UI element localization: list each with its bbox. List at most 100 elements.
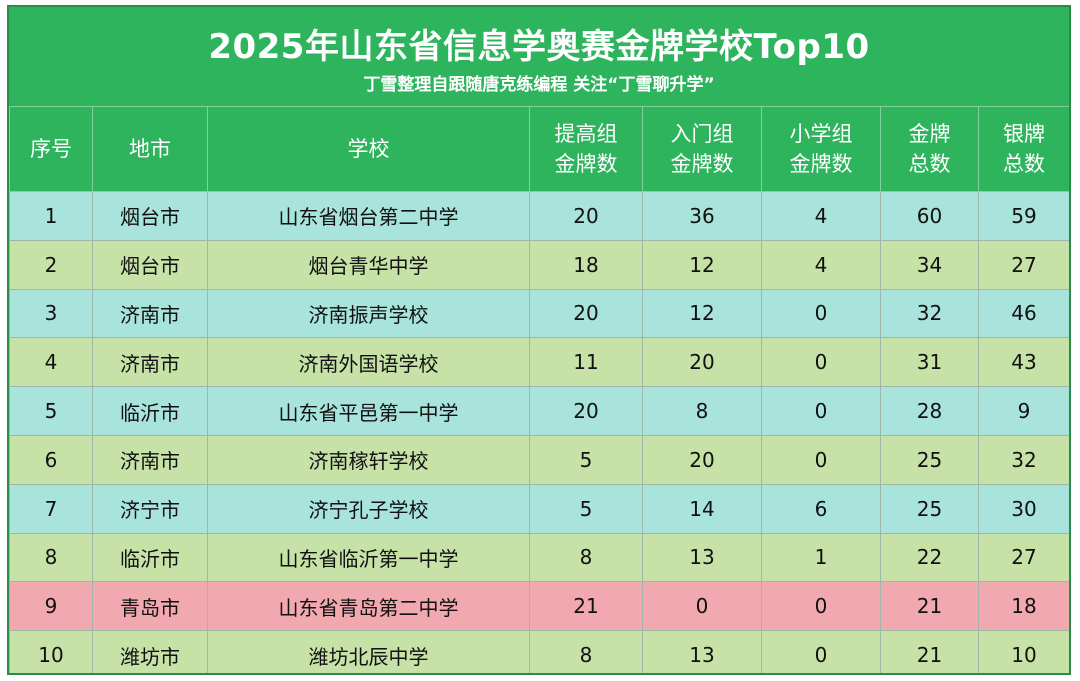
cell-school: 山东省临沂第一中学 (207, 532, 530, 583)
cell-junior-gold: 14 (642, 483, 762, 534)
cell-silver-total: 59 (978, 191, 1069, 241)
cell-primary-gold: 0 (761, 386, 881, 436)
cell-rank: 9 (9, 581, 93, 632)
cell-city: 临沂市 (92, 532, 208, 583)
cell-primary-gold: 4 (761, 191, 881, 241)
cell-senior-gold: 20 (529, 386, 643, 436)
col-header-school: 学校 (207, 106, 530, 192)
cell-silver-total: 10 (978, 630, 1069, 673)
cell-city: 烟台市 (92, 239, 208, 290)
col-header-city: 地市 (92, 106, 208, 192)
table-row: 1 烟台市 山东省烟台第二中学 20 36 4 60 59 (9, 191, 1069, 241)
col-header-rank: 序号 (9, 106, 93, 192)
cell-school: 济南振声学校 (207, 288, 530, 339)
cell-gold-total: 25 (880, 483, 979, 534)
table-header-row: 序号 地市 学校 提高组 金牌数 入门组 金牌数 小学组 金牌数 金牌 总数 银牌 总数 (9, 106, 1069, 192)
cell-city: 青岛市 (92, 581, 208, 632)
table-body: 1 烟台市 山东省烟台第二中学 20 36 4 60 59 2 烟台市 烟台青华中学 18 12 4 34 2… (9, 191, 1069, 673)
cell-senior-gold: 11 (529, 337, 643, 388)
cell-silver-total: 32 (978, 434, 1069, 485)
table-row: 5 临沂市 山东省平邑第一中学 20 8 0 28 9 (9, 386, 1069, 436)
cell-silver-total: 27 (978, 532, 1069, 583)
cell-silver-total: 30 (978, 483, 1069, 534)
cell-school: 济南外国语学校 (207, 337, 530, 388)
table-row: 9 青岛市 山东省青岛第二中学 21 0 0 21 18 (9, 581, 1069, 632)
cell-gold-total: 21 (880, 630, 979, 673)
cell-junior-gold: 8 (642, 386, 762, 436)
cell-primary-gold: 1 (761, 532, 881, 583)
cell-rank: 1 (9, 191, 93, 241)
cell-primary-gold: 4 (761, 239, 881, 290)
cell-city: 烟台市 (92, 191, 208, 241)
cell-city: 济南市 (92, 434, 208, 485)
cell-school: 潍坊北辰中学 (207, 630, 530, 673)
col-header-primary-gold: 小学组 金牌数 (761, 106, 881, 192)
cell-silver-total: 46 (978, 288, 1069, 339)
cell-silver-total: 9 (978, 386, 1069, 436)
col-header-junior-gold: 入门组 金牌数 (642, 106, 762, 192)
table-row: 2 烟台市 烟台青华中学 18 12 4 34 27 (9, 239, 1069, 290)
cell-primary-gold: 0 (761, 288, 881, 339)
cell-city: 济宁市 (92, 483, 208, 534)
cell-junior-gold: 12 (642, 239, 762, 290)
cell-school: 山东省平邑第一中学 (207, 386, 530, 436)
cell-gold-total: 32 (880, 288, 979, 339)
cell-school: 济宁孔子学校 (207, 483, 530, 534)
cell-silver-total: 18 (978, 581, 1069, 632)
cell-city: 潍坊市 (92, 630, 208, 673)
cell-gold-total: 21 (880, 581, 979, 632)
cell-rank: 2 (9, 239, 93, 290)
table-row: 7 济宁市 济宁孔子学校 5 14 6 25 30 (9, 483, 1069, 534)
cell-senior-gold: 5 (529, 483, 643, 534)
cell-junior-gold: 20 (642, 337, 762, 388)
cell-senior-gold: 5 (529, 434, 643, 485)
cell-gold-total: 60 (880, 191, 979, 241)
cell-gold-total: 25 (880, 434, 979, 485)
page-subtitle: 丁雪整理自跟随唐克练编程 关注“丁雪聊升学” (363, 75, 715, 95)
cell-senior-gold: 20 (529, 288, 643, 339)
cell-senior-gold: 21 (529, 581, 643, 632)
cell-primary-gold: 0 (761, 337, 881, 388)
cell-rank: 5 (9, 386, 93, 436)
col-header-gold-total: 金牌 总数 (880, 106, 979, 192)
col-header-silver-total: 银牌 总数 (978, 106, 1069, 192)
cell-senior-gold: 20 (529, 191, 643, 241)
cell-school: 山东省青岛第二中学 (207, 581, 530, 632)
ranking-table: 序号 地市 学校 提高组 金牌数 入门组 金牌数 小学组 金牌数 金牌 总数 银牌 总数 … (9, 106, 1069, 673)
cell-gold-total: 22 (880, 532, 979, 583)
cell-primary-gold: 6 (761, 483, 881, 534)
cell-gold-total: 31 (880, 337, 979, 388)
cell-rank: 10 (9, 630, 93, 673)
cell-junior-gold: 13 (642, 532, 762, 583)
cell-silver-total: 27 (978, 239, 1069, 290)
cell-senior-gold: 8 (529, 630, 643, 673)
page-title: 2025年山东省信息学奥赛金牌学校Top10 (208, 27, 870, 67)
cell-junior-gold: 12 (642, 288, 762, 339)
cell-senior-gold: 18 (529, 239, 643, 290)
cell-school: 山东省烟台第二中学 (207, 191, 530, 241)
table-row: 6 济南市 济南稼轩学校 5 20 0 25 32 (9, 434, 1069, 485)
cell-junior-gold: 0 (642, 581, 762, 632)
cell-junior-gold: 36 (642, 191, 762, 241)
table-row: 10 潍坊市 潍坊北辰中学 8 13 0 21 10 (9, 630, 1069, 673)
cell-rank: 8 (9, 532, 93, 583)
cell-city: 济南市 (92, 337, 208, 388)
table-row: 4 济南市 济南外国语学校 11 20 0 31 43 (9, 337, 1069, 388)
cell-rank: 3 (9, 288, 93, 339)
cell-junior-gold: 20 (642, 434, 762, 485)
ranking-card: 2025年山东省信息学奥赛金牌学校Top10 丁雪整理自跟随唐克练编程 关注“丁… (7, 5, 1071, 675)
cell-gold-total: 34 (880, 239, 979, 290)
cell-city: 济南市 (92, 288, 208, 339)
title-banner: 2025年山东省信息学奥赛金牌学校Top10 丁雪整理自跟随唐克练编程 关注“丁… (9, 7, 1069, 106)
cell-rank: 7 (9, 483, 93, 534)
table-row: 8 临沂市 山东省临沂第一中学 8 13 1 22 27 (9, 532, 1069, 583)
cell-silver-total: 43 (978, 337, 1069, 388)
cell-city: 临沂市 (92, 386, 208, 436)
cell-rank: 4 (9, 337, 93, 388)
cell-primary-gold: 0 (761, 581, 881, 632)
cell-senior-gold: 8 (529, 532, 643, 583)
table-row: 3 济南市 济南振声学校 20 12 0 32 46 (9, 288, 1069, 339)
cell-junior-gold: 13 (642, 630, 762, 673)
cell-gold-total: 28 (880, 386, 979, 436)
cell-primary-gold: 0 (761, 434, 881, 485)
